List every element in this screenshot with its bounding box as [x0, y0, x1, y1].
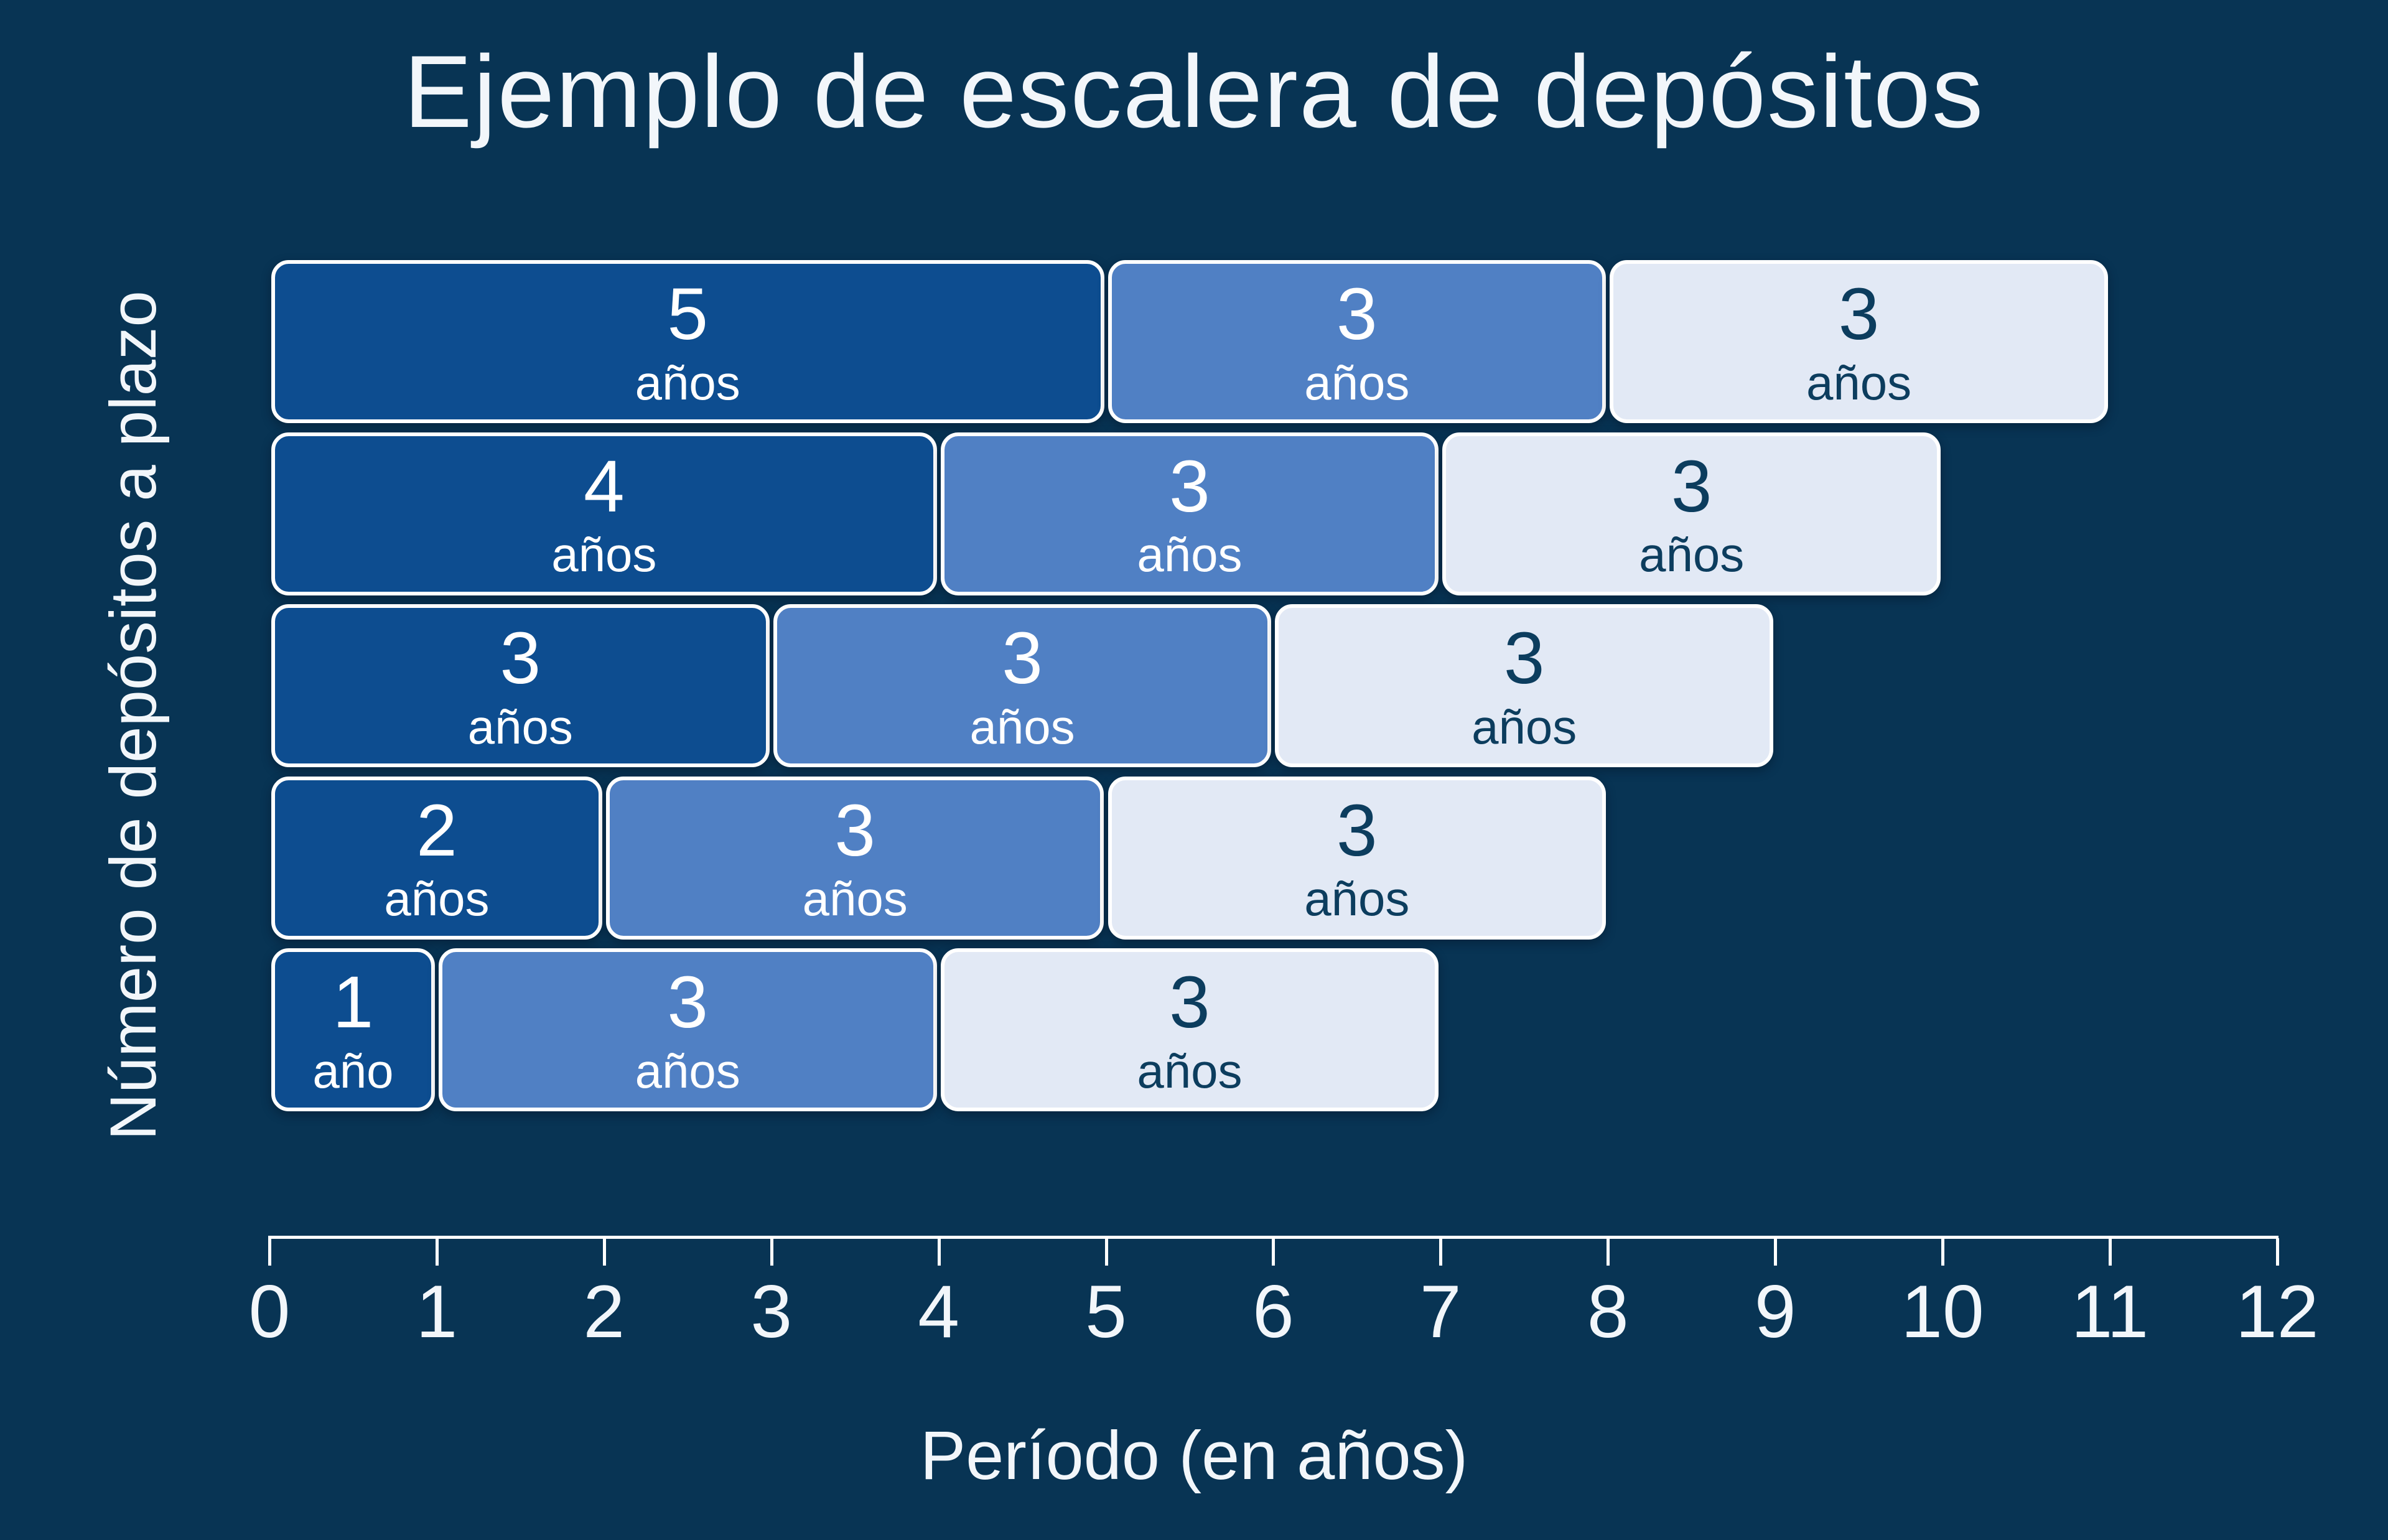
- bar-value: 1: [332, 961, 374, 1044]
- bar-value: 3: [1671, 445, 1712, 528]
- x-axis-line: [268, 1236, 2278, 1239]
- bar-segment: 3 años: [1108, 260, 1607, 423]
- x-tick-label: 8: [1587, 1270, 1629, 1353]
- bar-unit: años: [802, 871, 908, 926]
- bar-value: 5: [667, 273, 709, 356]
- bar-value: 3: [1002, 617, 1043, 700]
- x-tick: [268, 1238, 271, 1266]
- bar-unit: años: [1806, 355, 1912, 410]
- x-tick-label: 5: [1085, 1270, 1127, 1353]
- bar-unit: años: [1639, 527, 1745, 582]
- x-tick-label: 12: [2236, 1270, 2319, 1353]
- x-tick-label: 1: [416, 1270, 458, 1353]
- x-tick: [2108, 1238, 2112, 1266]
- x-axis-label: Período (en años): [920, 1417, 1468, 1494]
- bar-segment: 5 años: [271, 260, 1104, 423]
- x-tick: [2275, 1238, 2279, 1266]
- bar-value: 3: [1838, 273, 1880, 356]
- x-tick-label: 6: [1252, 1270, 1294, 1353]
- bar-segment: 3 años: [940, 948, 1439, 1111]
- x-tick-label: 11: [2071, 1270, 2149, 1353]
- bar-unit: años: [1137, 1043, 1243, 1098]
- bar-segment: 3 años: [605, 776, 1104, 940]
- bar-value: 3: [1336, 789, 1378, 872]
- bar-value: 4: [583, 445, 625, 528]
- x-tick: [1607, 1238, 1610, 1266]
- bar-segment: 3 años: [1275, 604, 1774, 767]
- bar-value: 3: [1336, 273, 1378, 356]
- bar-segment: 3 años: [773, 604, 1272, 767]
- x-tick: [1272, 1238, 1276, 1266]
- bar-unit: años: [1472, 699, 1577, 754]
- bar-value: 3: [500, 617, 541, 700]
- bar-segment: 1 año: [271, 948, 435, 1111]
- bar-segment: 3 años: [271, 604, 770, 767]
- x-tick: [937, 1238, 941, 1266]
- bar-unit: año: [312, 1043, 394, 1098]
- x-tick-label: 4: [918, 1270, 959, 1353]
- chart-title: Ejemplo de escalera de depósitos: [403, 34, 1985, 149]
- x-tick-label: 10: [1901, 1270, 1984, 1353]
- x-tick: [602, 1238, 606, 1266]
- x-tick: [1941, 1238, 1944, 1266]
- x-tick: [1774, 1238, 1778, 1266]
- bar-segment: 3 años: [1108, 776, 1607, 940]
- bar-segment: 2 años: [271, 776, 602, 940]
- x-tick: [770, 1238, 773, 1266]
- x-tick-label: 2: [583, 1270, 625, 1353]
- bar-value: 3: [834, 789, 875, 872]
- bar-value: 2: [416, 789, 457, 872]
- bar-unit: años: [1137, 527, 1243, 582]
- bar-value: 3: [1503, 617, 1545, 700]
- bar-value: 3: [1169, 961, 1210, 1044]
- bar-segment: 4 años: [271, 432, 937, 595]
- x-tick: [435, 1238, 439, 1266]
- bar-segment: 3 años: [1442, 432, 1941, 595]
- x-tick-label: 9: [1754, 1270, 1796, 1353]
- x-tick-label: 7: [1419, 1270, 1462, 1353]
- bar-value: 3: [667, 961, 709, 1044]
- bar-unit: años: [635, 1043, 740, 1098]
- bar-unit: años: [551, 527, 657, 582]
- x-tick-label: 3: [750, 1270, 793, 1353]
- x-tick: [1104, 1238, 1108, 1266]
- bar-unit: años: [1304, 355, 1410, 410]
- x-tick-label: 0: [248, 1270, 291, 1353]
- bar-segment: 3 años: [1610, 260, 2108, 423]
- bar-segment: 3 años: [438, 948, 937, 1111]
- bar-unit: años: [1304, 871, 1410, 926]
- x-tick: [1439, 1238, 1443, 1266]
- bar-unit: años: [467, 699, 573, 754]
- bar-unit: años: [384, 871, 490, 926]
- bar-value: 3: [1169, 445, 1210, 528]
- bar-unit: años: [635, 355, 740, 410]
- bar-unit: años: [969, 699, 1075, 754]
- bar-segment: 3 años: [940, 432, 1439, 595]
